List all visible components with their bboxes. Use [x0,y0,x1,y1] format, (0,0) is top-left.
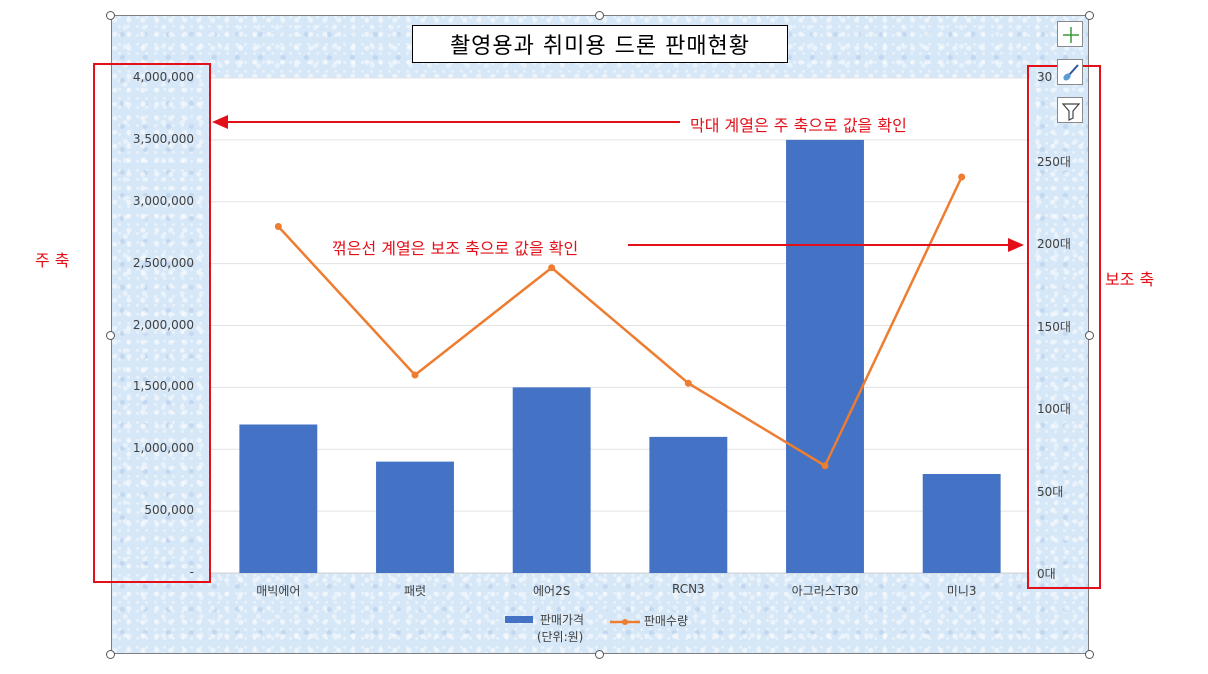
primary-axis-tick-label: 2,500,000 [132,255,194,270]
bar-axis-note: 막대 계열은 주 축으로 값을 확인 [690,116,907,135]
legend-label-bar-line: 판매가격 [539,613,584,627]
arrowhead-secondary [1008,238,1024,252]
legend-label-bar-line: (단위:원) [536,630,584,644]
legend-item-line[interactable]: 판매수량 [610,612,688,629]
resize-handle-bottom-right[interactable] [1085,650,1094,659]
resize-handle-bottom-left[interactable] [106,650,115,659]
x-axis-tick-label: RCN3 [671,582,705,596]
primary-axis-tick-label: 2,000,000 [132,317,194,332]
x-axis-tick-label: 아그라스T30 [791,584,859,598]
bar-3 [512,387,591,573]
x-axis-tick-label: 미니3 [946,584,977,598]
resize-handle-top-center[interactable] [595,11,604,20]
line-point-1 [274,223,282,230]
line-axis-note: 꺾은선 계열은 보조 축으로 값을 확인 [332,239,579,258]
primary-axis-tick-label: 1,500,000 [132,379,194,394]
line-point-6 [958,173,966,181]
x-axis-tick-label: 매빅에어 [256,584,301,598]
resize-handle-middle-right[interactable] [1085,331,1094,340]
secondary-axis-tick-label: 200대 [1037,237,1071,251]
resize-handle-top-right[interactable] [1085,11,1094,20]
resize-handle-top-left[interactable] [106,11,115,20]
primary-axis-label: 주 축 [35,251,70,270]
bar-6 [922,474,1001,573]
secondary-axis-tick-label: 250대 [1037,154,1071,169]
line-point-5 [821,462,829,470]
line-point-4 [684,379,692,387]
secondary-axis-tick-label: 0대 [1037,567,1056,581]
resize-handle-bottom-center[interactable] [595,650,604,659]
line-point-3 [548,264,556,272]
brush-icon [1063,64,1079,81]
primary-axis-tick-label: 3,000,000 [132,193,194,208]
primary-axis-tick-label: - [189,565,194,579]
x-axis-tick-label: 패럿 [403,584,427,598]
resize-handle-middle-left[interactable] [106,331,115,340]
primary-axis-tick-label: 1,000,000 [132,441,194,456]
secondary-axis-label: 보조 축 [1105,270,1155,289]
x-axis-tick-label: 에어2S [532,584,571,598]
bar-4 [649,436,728,573]
legend-swatch-bar [505,616,533,623]
filter-icon [1061,103,1081,121]
primary-axis-tick-label: 3,500,000 [132,131,194,146]
chart-elements-button[interactable] [1057,21,1083,47]
legend-swatch-line [610,618,640,625]
plus-icon [1063,27,1079,43]
bar-2 [376,461,454,573]
secondary-axis-tick-label: 150대 [1037,319,1071,334]
chart-title[interactable]: 촬영용과 취미용 드론 판매현황 [412,25,788,63]
legend-label-bar: 판매가격 (단위:원) [536,612,584,646]
bar-1 [239,424,318,573]
primary-axis-highlight [93,63,211,583]
secondary-axis-tick-label: 30 [1037,70,1053,84]
secondary-axis-tick-label: 50대 [1037,484,1064,499]
legend-item-bar[interactable]: 판매가격 (단위:원) [505,612,584,646]
arrowhead-primary [212,115,228,129]
chart-filters-button[interactable] [1057,97,1083,123]
chart-styles-button[interactable] [1057,59,1083,85]
bar-5 [786,139,864,573]
line-series-path [277,176,963,467]
secondary-axis-highlight [1027,65,1101,589]
primary-axis-tick-label: 4,000,000 [132,70,194,84]
line-point-2 [411,371,419,379]
legend-label-line: 판매수량 [643,614,688,628]
primary-axis-tick-label: 500,000 [144,503,194,518]
secondary-axis-tick-label: 100대 [1037,402,1071,416]
